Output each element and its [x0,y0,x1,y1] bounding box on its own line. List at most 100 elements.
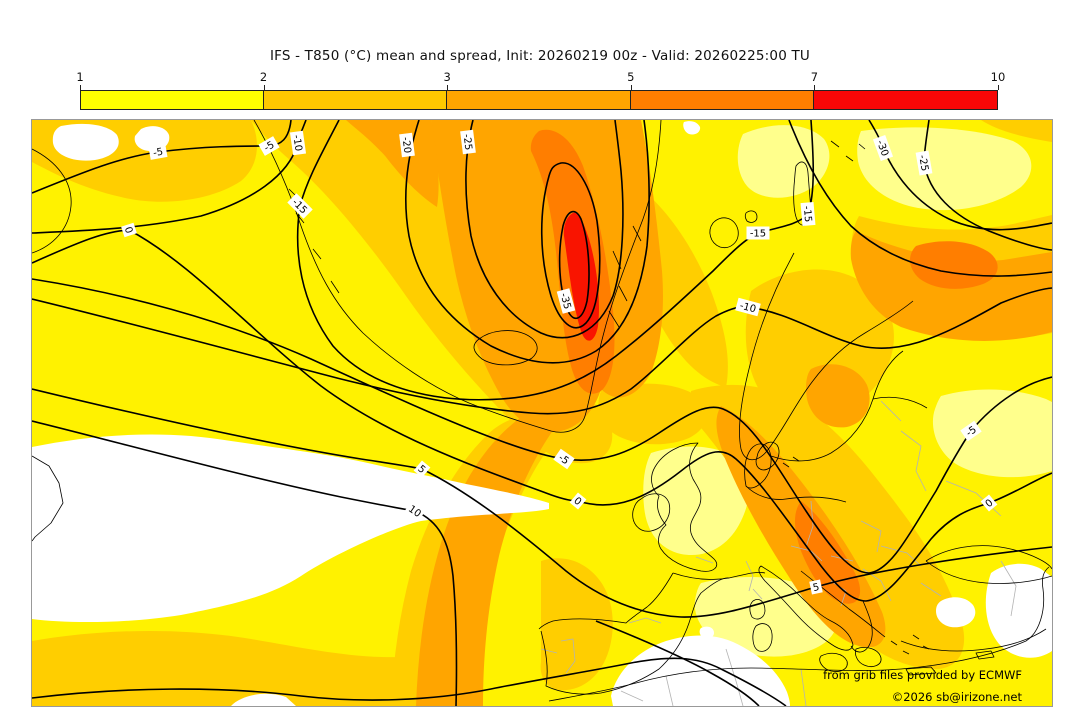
red-patches [563,212,599,341]
colorbar-tick-mark [998,85,999,90]
svg-text:0: 0 [571,496,583,509]
svg-text:-20: -20 [400,136,413,154]
attribution-source: from grib files provided by ECMWF [823,668,1022,682]
contour-label: 5 [809,579,823,595]
coast-ireland [632,493,671,532]
svg-text:-15: -15 [750,229,766,240]
coast-biscay [538,572,674,630]
colorbar-tick-label: 10 [990,70,1006,84]
coast-norway [739,252,914,461]
coast-africa [548,566,1050,702]
colorbar-tick-mark [630,85,632,90]
coastlines-layer [32,120,1052,702]
svg-text:-5: -5 [262,140,276,155]
contour-label: -30 [872,134,894,162]
coast-sardinia [752,623,773,652]
contour-label: -15 [746,226,770,240]
contour-minus10 [32,287,1052,415]
attribution-copyright: ©2026 sb@irizone.net [891,690,1022,704]
coast-iceland [473,330,538,366]
contour-label: 5 [413,460,431,478]
contour-minus25-greenland [465,120,624,339]
contour-labels-layer: -5 -5 -100-15-20 -25-35-30-25-15-15-10510-5… [121,129,998,595]
coast-denmark [755,441,780,471]
contour-plus10-west [32,420,458,706]
coast-corsica [749,599,766,620]
coast-britain [651,442,718,572]
contour-label: 0 [980,494,998,512]
contour-subtropical [32,657,787,706]
colorbar-segment [81,91,265,109]
coast-island-ne [793,161,812,226]
coast-greenland [253,120,662,433]
contour-minus20-ne [788,120,1052,277]
contour-minus15 [296,120,815,401]
svg-text:0: 0 [984,498,996,511]
coast-iberia [540,577,730,695]
contour-label: -10 [289,130,307,156]
contour-plus5 [32,388,1052,618]
colorbar-tick-mark [814,85,816,90]
contour-minus5-nw [32,120,292,194]
colorbar-tick-label: 7 [810,70,819,84]
colorbar-segment [813,91,997,109]
page-title: IFS - T850 (°C) mean and spread, Init: 2… [269,48,811,64]
coast-italy [758,565,854,651]
colorbar-tick-label: 1 [76,70,84,84]
colorbar-segment [447,91,631,109]
contour-label: -20 [399,132,415,158]
colorbar-tick-label: 5 [627,70,635,84]
coast-crete [905,666,937,676]
contour-label: -5 [960,420,982,442]
contour-plus10-east [595,620,760,706]
svg-text:0: 0 [122,226,134,235]
contour-label: -5 [148,144,168,160]
colorbar-tick-mark [80,85,81,90]
map-canvas: -5 -5 -10 0 -15 -20 -25 -35 -30 -25 -15 -15 -10 5 10 -5… [31,119,1053,707]
svg-text:-15: -15 [801,205,813,222]
colorbar-legend: 1 2 3 5 7 10 [0,0,1080,119]
contour-lines-layer [32,120,1052,706]
colorbar [80,90,998,110]
coast-labrador [32,148,72,254]
svg-text:-10: -10 [290,134,303,152]
svg-text:-10: -10 [738,301,757,316]
contour-label: -10 [735,297,761,317]
contour-label: -35 [556,288,576,314]
coast-svalbard [709,217,739,249]
coast-sicily [819,652,848,672]
coast-newfoundland [32,455,64,542]
svg-text:-25: -25 [916,154,930,172]
coast-greece [850,600,873,653]
coast-blacksea [925,545,1052,584]
svg-text:-5: -5 [152,147,164,160]
contour-label: -25 [915,150,933,176]
contour-minus30-greenland [540,162,601,329]
svg-text:5: 5 [415,464,427,477]
colorbar-segment [264,91,448,109]
svg-text:-25: -25 [461,133,474,151]
svg-text:-30: -30 [874,139,890,158]
contour-label: -25 [460,129,476,155]
contour-label: -5 [258,136,280,156]
contour-label: 0 [569,492,587,510]
contour-label: 0 [121,222,137,238]
pale-yellow-patches [643,125,1052,657]
contour-minus5 [32,278,1052,574]
contour-minus20-greenland [404,120,650,364]
svg-text:-35: -35 [558,292,573,311]
svg-text:5: 5 [812,582,821,594]
colorbar-tick-label: 2 [259,70,268,84]
contour-minus25-ne [923,120,1052,251]
contour-zero [32,229,1052,602]
coast-baltic [770,350,904,462]
white-patches [32,121,1052,706]
colorbar-tick-mark [263,85,265,90]
colorbar-tick-label: 3 [443,70,451,84]
colorbar-tick-mark [447,85,449,90]
contour-minus35 [558,210,590,320]
contour-label: -15 [800,201,816,227]
contour-label: -5 [553,448,575,470]
colorbar-segment [630,91,814,109]
